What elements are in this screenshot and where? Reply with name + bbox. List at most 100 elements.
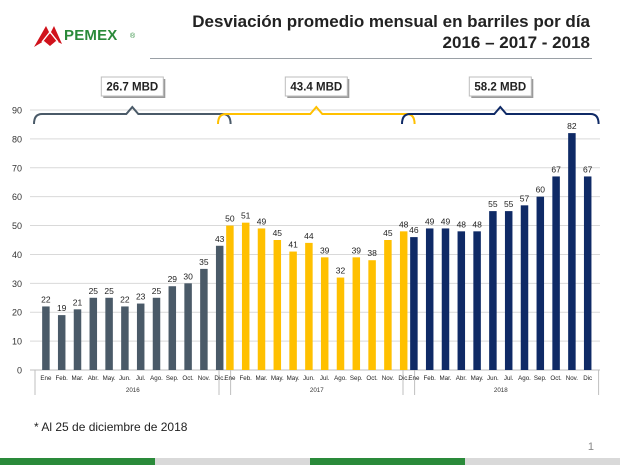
bar (489, 211, 497, 370)
bar (105, 297, 113, 370)
month-label: Abr. (456, 375, 467, 382)
y-tick-label: 0 (17, 366, 22, 376)
bottom-brand-stripe (0, 458, 620, 465)
bar (425, 228, 434, 370)
month-label: Feb. (240, 375, 253, 382)
month-label: Ago. (150, 375, 163, 382)
group-brace (33, 105, 232, 125)
data-label: 55 (504, 199, 514, 209)
group-brace (217, 105, 416, 125)
y-tick-label: 10 (12, 337, 22, 347)
bar (226, 225, 234, 370)
bar (257, 228, 266, 370)
data-label: 44 (304, 231, 314, 241)
group-brace (401, 105, 600, 125)
month-label: Ene (40, 375, 52, 382)
bar (441, 228, 450, 370)
bar (568, 133, 576, 370)
logo-text: PEMEX (64, 27, 118, 44)
y-tick-label: 60 (12, 192, 22, 202)
bar (215, 245, 224, 370)
page-number: 1 (587, 441, 594, 453)
data-label: 49 (441, 216, 451, 226)
footnote: * Al 25 de diciembre de 2018 (34, 420, 188, 434)
month-label: Nov. (566, 375, 579, 382)
data-label: 22 (120, 294, 130, 304)
bar (410, 237, 418, 370)
year-label: 2016 (126, 387, 140, 394)
y-tick-label: 90 (12, 106, 22, 116)
bar (152, 297, 161, 370)
year-label: 2017 (310, 387, 324, 394)
data-label: 41 (288, 240, 298, 250)
y-tick-label: 40 (12, 250, 22, 260)
month-label: Feb. (56, 375, 69, 382)
average-label: 43.4 MBD (290, 82, 342, 94)
month-label: Ene (408, 375, 420, 382)
bar (320, 257, 329, 370)
month-label: Jul. (504, 375, 514, 382)
data-label: 38 (367, 248, 377, 258)
data-label: 48 (457, 219, 467, 229)
bar-chart: 0 10 20 30 40 50 60 70 80 90 22 Ene 19 Feb. 21 Mar. 25 Ab… (12, 76, 600, 395)
bar (89, 297, 98, 370)
y-tick-label: 70 (12, 163, 22, 173)
data-label: 30 (183, 271, 193, 281)
month-label: Oct. (182, 375, 194, 382)
y-tick-label: 50 (12, 221, 22, 231)
title-divider (150, 58, 592, 59)
data-label: 45 (383, 228, 393, 238)
data-label: 43 (215, 234, 225, 244)
bar (457, 231, 466, 370)
month-label: Ago. (518, 375, 531, 382)
page-title: Desviación promedio mensual en barriles … (192, 11, 590, 53)
bar (289, 251, 297, 370)
month-label: Jul. (136, 375, 146, 382)
month-label: May. (271, 375, 284, 382)
month-label: Nov. (382, 375, 395, 382)
bar (384, 240, 392, 370)
bar (200, 268, 208, 370)
bar (57, 315, 66, 370)
data-label: 46 (409, 225, 419, 235)
month-label: Feb. (424, 375, 437, 382)
month-label: Sep. (350, 375, 363, 382)
bar (352, 257, 361, 370)
data-label: 22 (41, 294, 51, 304)
data-label: 51 (241, 211, 251, 221)
month-label: Sep. (534, 375, 547, 382)
bar (73, 309, 82, 370)
month-label: Dic. (214, 375, 225, 382)
bar (552, 176, 560, 370)
data-label: 23 (136, 292, 146, 302)
data-label: 19 (57, 303, 67, 313)
month-label: Sep. (166, 375, 179, 382)
month-label: Mar. (71, 375, 83, 382)
bar (184, 283, 192, 370)
month-label: Oct. (366, 375, 378, 382)
bar (136, 303, 145, 370)
month-label: May. (287, 375, 300, 382)
bar (368, 260, 376, 370)
year-label: 2018 (494, 387, 508, 394)
data-label: 67 (583, 164, 593, 174)
bar (583, 176, 592, 370)
month-label: May. (103, 375, 116, 382)
month-label: Jul. (320, 375, 330, 382)
data-label: 29 (168, 274, 178, 284)
data-label: 32 (336, 266, 346, 276)
data-label: 57 (520, 193, 530, 203)
month-label: Ene (224, 375, 236, 382)
data-label: 25 (152, 286, 162, 296)
average-box (468, 76, 532, 97)
bar (399, 231, 408, 370)
bar (273, 240, 282, 370)
title-line-1: Desviación promedio mensual en barriles … (192, 12, 590, 31)
bar (504, 211, 513, 370)
bar (168, 286, 177, 370)
registered-mark: ® (130, 33, 136, 40)
month-label: Jun. (119, 375, 131, 382)
bar (121, 306, 129, 370)
y-tick-label: 80 (12, 134, 22, 144)
data-label: 82 (567, 121, 577, 131)
